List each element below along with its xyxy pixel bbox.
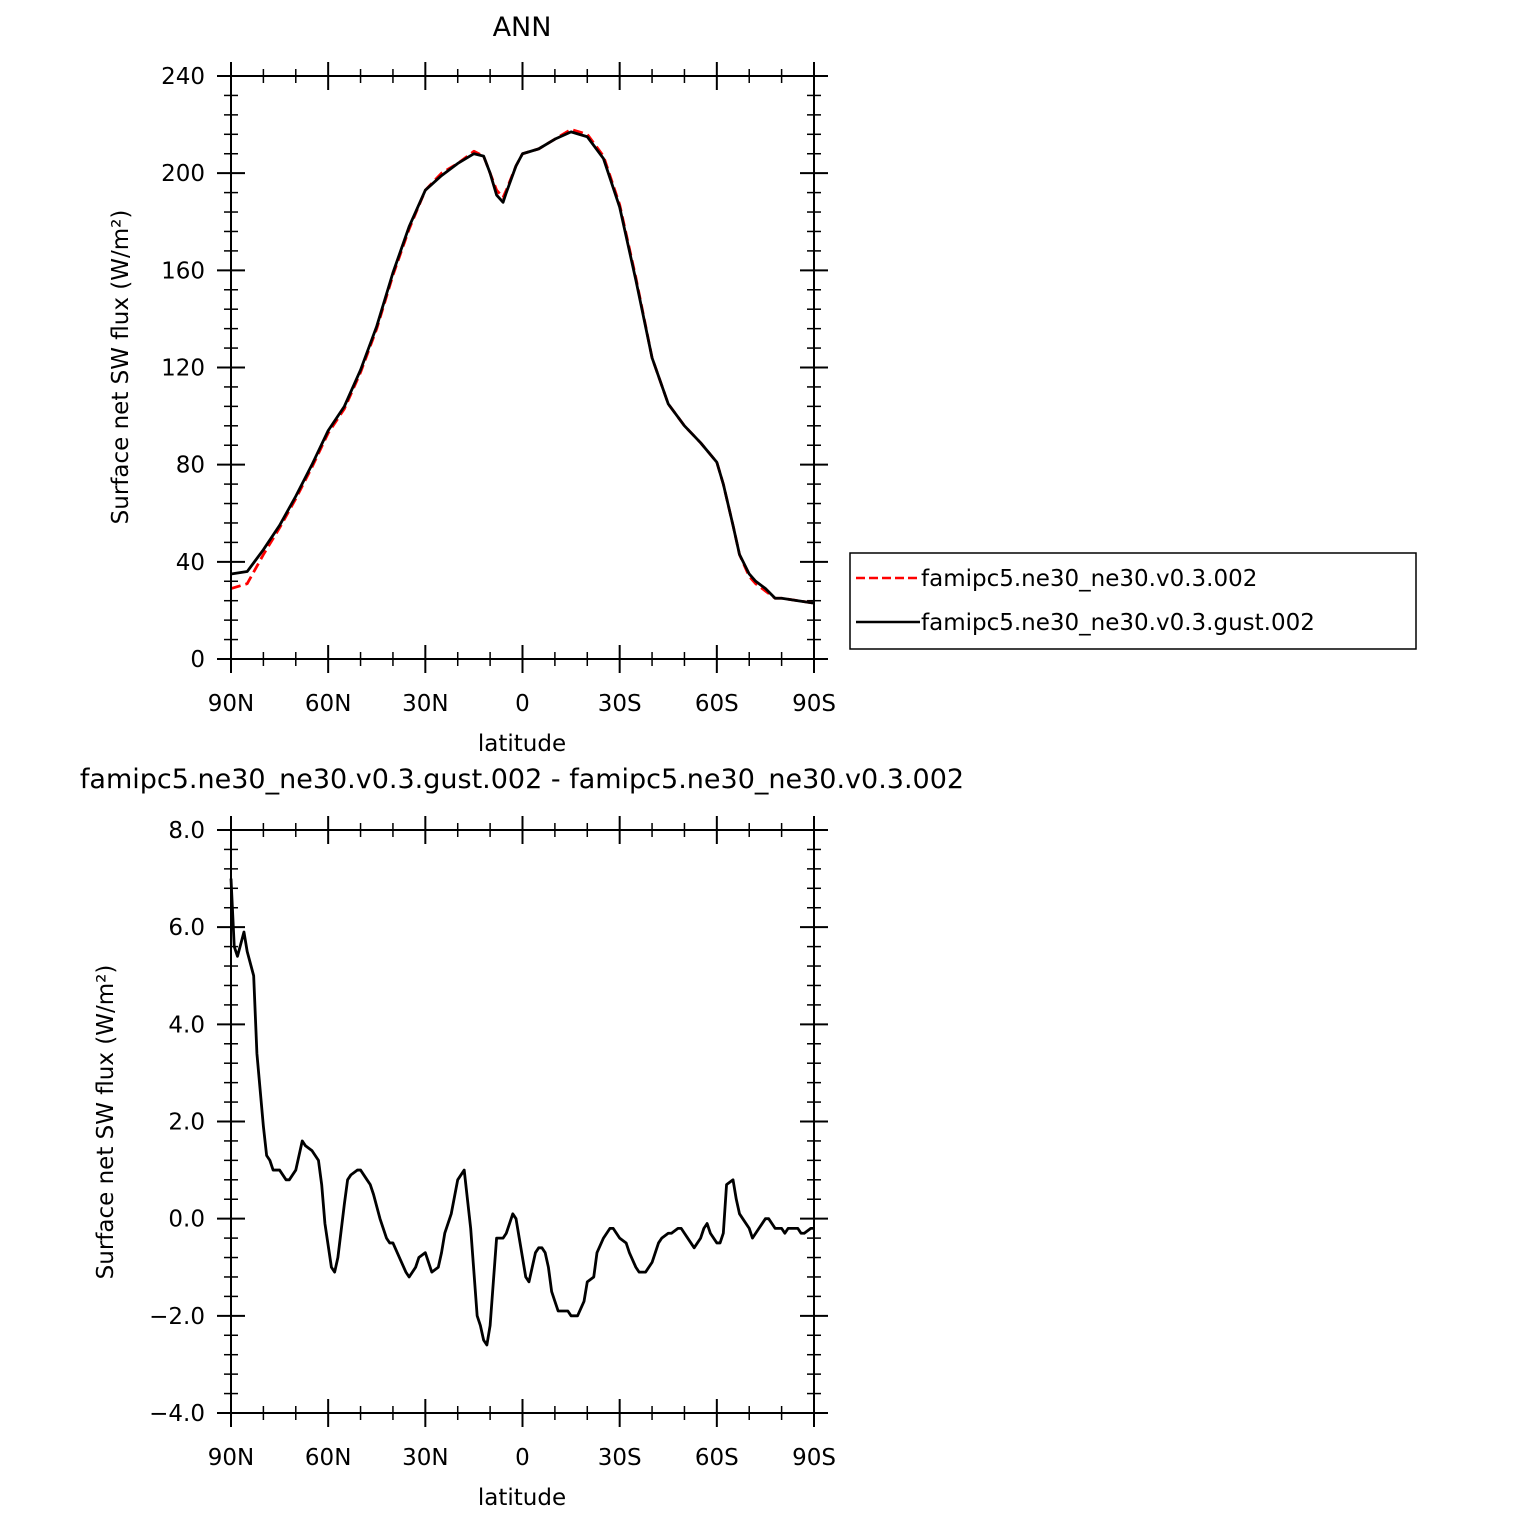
bottom-x-tick-label: 30N (402, 1445, 448, 1471)
top-x-tick-label: 90N (208, 691, 254, 717)
top-x-tick-label: 30S (598, 691, 642, 717)
bottom-y-tick-label: −4.0 (149, 1401, 205, 1427)
top-plot-frame (230, 75, 815, 660)
top-x-tick-label: 30N (402, 691, 448, 717)
top-y-ticks: 0 40 80 120 160 200 240 (161, 64, 828, 673)
bottom-x-tick-label: 60N (305, 1445, 351, 1471)
bottom-x-tick-label: 30S (598, 1445, 642, 1471)
bottom-x-axis-label: latitude (478, 1485, 566, 1511)
top-chart-title: ANN (493, 12, 552, 43)
bottom-y-tick-label: 4.0 (168, 1012, 205, 1038)
bottom-y-tick-label: 8.0 (168, 818, 205, 844)
top-y-tick-label: 120 (161, 356, 205, 382)
top-y-tick-label: 160 (161, 258, 205, 284)
bottom-y-tick-label: 6.0 (168, 915, 205, 941)
bottom-x-tick-label: 60S (695, 1445, 739, 1471)
top-y-tick-label: 200 (161, 161, 205, 187)
bottom-series-lines (229, 878, 814, 1347)
top-y-axis-label: Surface net SW flux (W/m²) (108, 210, 134, 525)
top-y-tick-label: 0 (190, 647, 205, 673)
top-x-tick-label: 90S (792, 691, 836, 717)
top-series-line-2 (230, 130, 815, 605)
top-y-tick-label: 80 (176, 453, 205, 479)
top-x-ticks: 90N 60N 30N 0 30S 60S 90S (208, 62, 836, 717)
bottom-x-tick-label: 90S (792, 1445, 836, 1471)
bottom-chart-title: famipc5.ne30_ne30.v0.3.gust.002 - famipc… (80, 764, 964, 795)
bottom-series-line-1 (229, 878, 814, 1347)
bottom-plot-frame (230, 829, 815, 1414)
bottom-y-axis-label: Surface net SW flux (W/m²) (93, 965, 119, 1280)
legend-label-series-2: famipc5.ne30_ne30.v0.3.gust.002 (921, 610, 1315, 636)
top-x-axis-label: latitude (478, 731, 566, 757)
legend-box (849, 552, 1417, 650)
top-x-tick-label: 0 (515, 691, 530, 717)
top-x-tick-label: 60N (305, 691, 351, 717)
top-x-tick-label: 60S (695, 691, 739, 717)
bottom-y-tick-label: 0.0 (168, 1207, 205, 1233)
top-y-tick-label: 240 (161, 64, 205, 90)
bottom-panel: famipc5.ne30_ne30.v0.3.gust.002 - famipc… (80, 764, 964, 1511)
top-y-tick-label: 40 (176, 550, 205, 576)
top-series-lines (230, 128, 815, 605)
bottom-y-tick-label: 2.0 (168, 1110, 205, 1136)
bottom-x-tick-label: 0 (515, 1445, 530, 1471)
legend: famipc5.ne30_ne30.v0.3.002 famipc5.ne30_… (849, 552, 1417, 650)
top-series-line-1 (230, 128, 815, 605)
bottom-y-tick-label: −2.0 (149, 1304, 205, 1330)
bottom-x-tick-label: 90N (208, 1445, 254, 1471)
legend-label-series-1: famipc5.ne30_ne30.v0.3.002 (921, 566, 1257, 592)
